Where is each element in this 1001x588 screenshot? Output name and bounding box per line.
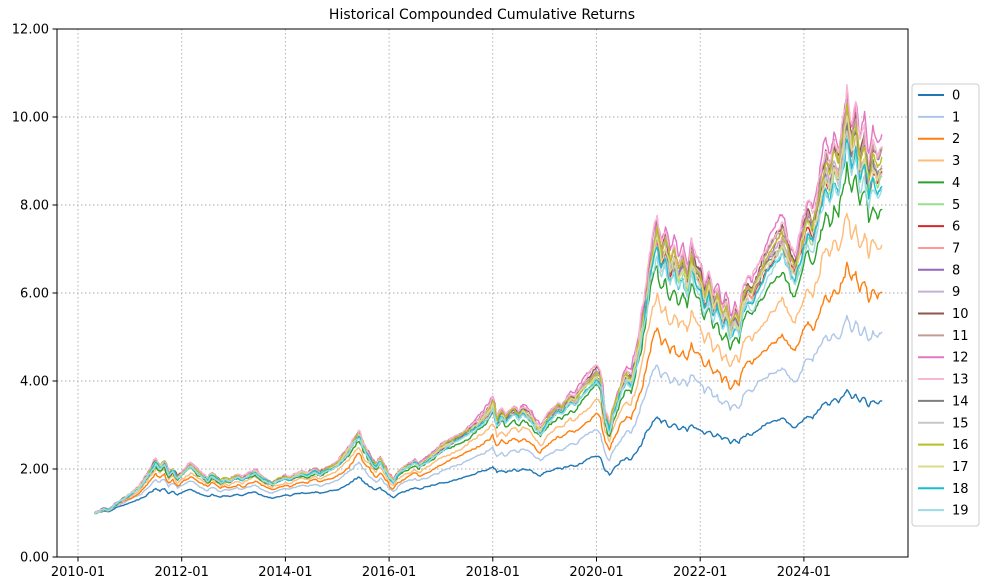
legend-label-15: 15 (952, 416, 969, 431)
legend-entry-4: 4 (918, 176, 960, 191)
legend-label-19: 19 (952, 504, 969, 519)
legend-label-16: 16 (952, 438, 969, 453)
legend-entry-19: 19 (918, 504, 969, 519)
y-tick-label: 6.00 (20, 287, 49, 302)
axis-ticks: 0.00 2.00 4.00 6.00 8.00 10.00 12.00 2010-01 201… (12, 23, 831, 581)
legend-label-6: 6 (952, 220, 960, 235)
legend-entry-2: 2 (918, 132, 960, 147)
legend-entry-17: 17 (918, 460, 969, 475)
legend-label-1: 1 (952, 110, 960, 125)
x-tick-label: 2020-01 (569, 565, 623, 580)
x-tick-label: 2018-01 (466, 565, 520, 580)
x-tick-label: 2012-01 (155, 565, 209, 580)
legend-label-10: 10 (952, 307, 969, 322)
legend-label-9: 9 (952, 285, 960, 300)
legend-entry-8: 8 (918, 263, 960, 278)
legend-label-13: 13 (952, 373, 969, 388)
legend-label-5: 5 (952, 198, 960, 213)
x-tick-label: 2024-01 (777, 565, 831, 580)
series-line-2 (94, 261, 883, 514)
legend-entry-10: 10 (918, 307, 969, 322)
legend-entry-18: 18 (918, 482, 969, 497)
y-tick-label: 0.00 (20, 551, 49, 566)
legend-entry-15: 15 (918, 416, 969, 431)
legend-label-17: 17 (952, 460, 969, 475)
legend-entry-11: 11 (918, 329, 969, 344)
legend-label-0: 0 (952, 89, 960, 104)
legend-entry-9: 9 (918, 285, 960, 300)
legend-entry-7: 7 (918, 241, 960, 256)
legend-label-8: 8 (952, 263, 960, 278)
legend-entry-5: 5 (918, 198, 960, 213)
legend-label-3: 3 (952, 154, 960, 169)
legend-label-2: 2 (952, 132, 960, 147)
legend-label-4: 4 (952, 176, 960, 191)
legend-entry-14: 14 (918, 394, 969, 409)
x-tick-label: 2010-01 (51, 565, 105, 580)
series-line-0 (94, 389, 883, 515)
legend-label-12: 12 (952, 351, 969, 366)
legend-entry-0: 0 (918, 89, 960, 104)
series-line-1 (94, 314, 883, 515)
legend-label-18: 18 (952, 482, 969, 497)
x-tick-label: 2022-01 (673, 565, 727, 580)
legend-label-14: 14 (952, 394, 969, 409)
legend-entry-1: 1 (918, 110, 960, 125)
legend-entry-13: 13 (918, 373, 969, 388)
x-tick-label: 2016-01 (362, 565, 416, 580)
y-tick-label: 2.00 (20, 463, 49, 478)
legend-entry-16: 16 (918, 438, 969, 453)
series-line-3 (94, 212, 883, 514)
x-tick-label: 2014-01 (258, 565, 312, 580)
grid-layer (57, 29, 908, 557)
series-line-16 (94, 103, 883, 515)
legend-entry-12: 12 (918, 351, 969, 366)
chart-title: Historical Compounded Cumulative Returns (329, 7, 635, 23)
series-layer (94, 83, 883, 515)
legend-label-7: 7 (952, 241, 960, 256)
y-tick-label: 8.00 (20, 199, 49, 214)
legend-entry-3: 3 (918, 154, 960, 169)
legend-label-11: 11 (952, 329, 969, 344)
y-tick-label: 10.00 (12, 111, 49, 126)
series-line-19 (94, 142, 883, 514)
y-tick-label: 12.00 (12, 23, 49, 38)
legend-box (911, 83, 980, 527)
legend-entry-6: 6 (918, 220, 960, 235)
y-tick-label: 4.00 (20, 375, 49, 390)
